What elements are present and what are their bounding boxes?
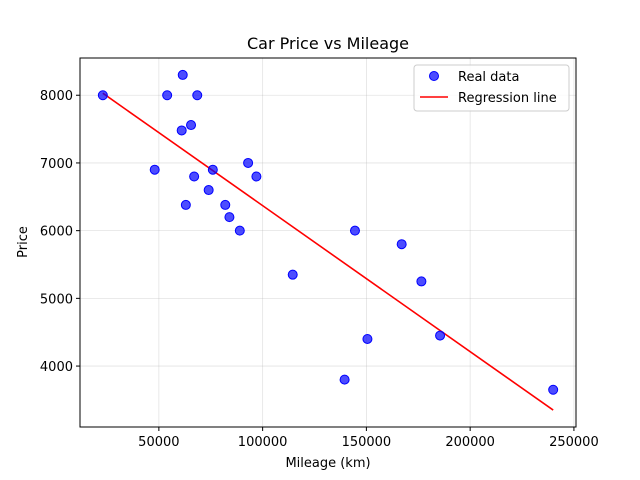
data-point (362, 333, 373, 344)
data-point (176, 125, 187, 136)
y-axis-label: Price (16, 226, 31, 258)
plot-frame (79, 57, 577, 428)
data-point (149, 164, 160, 175)
chart-title: Car Price vs Mileage (247, 34, 409, 53)
x-tick-label: 250000 (549, 435, 599, 450)
data-point (180, 199, 191, 210)
data-point (220, 199, 231, 210)
data-point (435, 330, 446, 341)
x-tick-label: 50000 (138, 435, 179, 450)
data-point (189, 171, 200, 182)
data-point (416, 276, 427, 287)
legend-marker-real-data (429, 71, 439, 81)
data-point (243, 157, 254, 168)
data-point (186, 120, 197, 131)
y-tick-label: 7000 (40, 157, 73, 172)
data-point (234, 225, 245, 236)
regression-line (102, 92, 554, 411)
x-tick-label: 150000 (342, 435, 392, 450)
data-point (287, 269, 298, 280)
data-point (162, 90, 173, 101)
data-point (97, 90, 108, 101)
y-tick-label: 8000 (40, 89, 73, 104)
data-point (192, 90, 203, 101)
y-tick-label: 6000 (40, 225, 73, 240)
data-point (548, 384, 559, 395)
regression-layer (102, 92, 554, 411)
data-point (251, 171, 262, 182)
legend-label-regression: Regression line (458, 91, 557, 106)
y-tick-label: 5000 (40, 292, 73, 307)
y-tick-label: 4000 (40, 360, 73, 375)
legend-box (413, 64, 570, 112)
data-point (224, 212, 235, 223)
x-axis-ticks: 50000 100000 150000 200000 250000 (138, 427, 599, 450)
x-tick-label: 100000 (238, 435, 288, 450)
data-point (349, 225, 360, 236)
data-point (203, 185, 214, 196)
legend-label-real-data: Real data (458, 70, 519, 85)
grid-lines (80, 58, 576, 427)
points-layer (97, 69, 559, 395)
y-axis-ticks: 4000 5000 6000 7000 8000 (40, 89, 80, 375)
x-axis-label: Mileage (km) (285, 456, 370, 471)
x-tick-label: 200000 (445, 435, 495, 450)
data-point (396, 239, 407, 250)
data-point (177, 69, 188, 80)
data-point (339, 374, 350, 385)
data-point (207, 164, 218, 175)
legend: Real data Regression line (413, 64, 570, 112)
